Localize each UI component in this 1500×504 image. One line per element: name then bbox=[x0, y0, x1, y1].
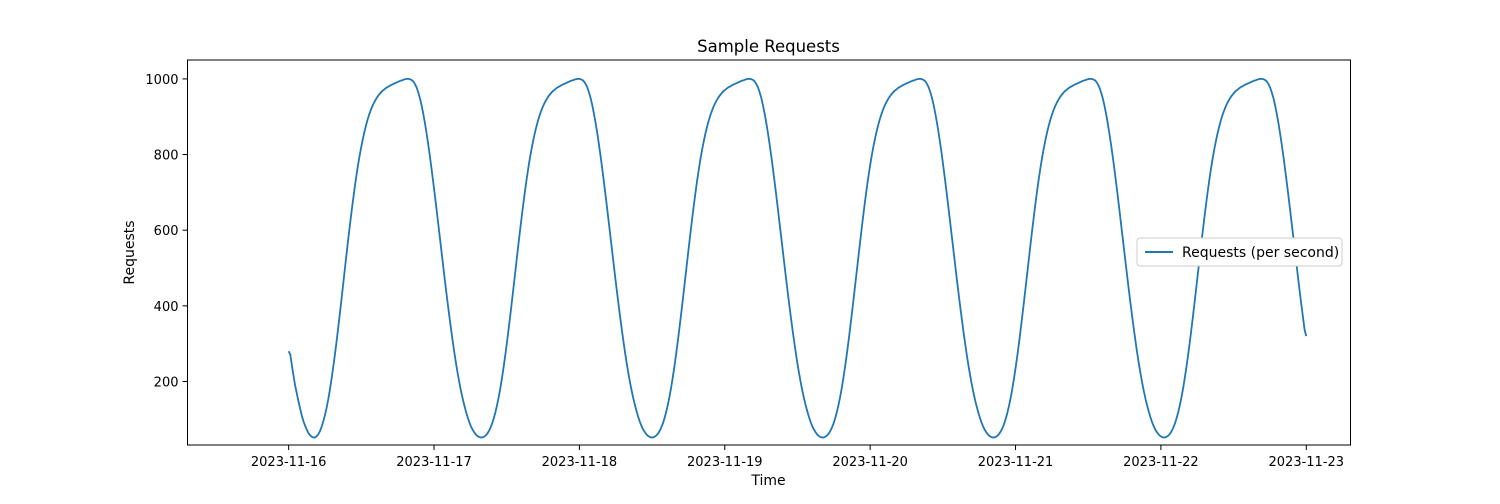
y-axis: 200 400 600 800 1000 bbox=[145, 73, 188, 390]
x-axis: 2023-11-16 2023-11-17 2023-11-18 2023-11-19… bbox=[251, 445, 1344, 470]
y-tick-label: 600 bbox=[154, 224, 179, 239]
chart-title: Sample Requests bbox=[697, 37, 840, 56]
x-tick-label: 2023-11-17 bbox=[396, 455, 472, 470]
x-tick-label: 2023-11-16 bbox=[251, 455, 327, 470]
series-line-requests bbox=[287, 78, 1308, 439]
y-axis-label: Requests bbox=[122, 220, 138, 284]
y-tick-label: 1000 bbox=[145, 73, 178, 88]
x-tick-label: 2023-11-20 bbox=[832, 455, 908, 470]
y-tick-label: 200 bbox=[154, 375, 179, 390]
x-tick-label: 2023-11-21 bbox=[978, 455, 1054, 470]
legend: Requests (per second) bbox=[1136, 237, 1343, 267]
legend-box bbox=[1136, 237, 1343, 267]
x-tick-label: 2023-11-23 bbox=[1269, 455, 1345, 470]
y-tick-label: 800 bbox=[154, 149, 179, 164]
x-axis-label: Time bbox=[750, 473, 785, 489]
series-layer bbox=[287, 78, 1308, 439]
x-tick-label: 2023-11-19 bbox=[687, 455, 763, 470]
x-tick-label: 2023-11-22 bbox=[1123, 455, 1199, 470]
y-tick-label: 400 bbox=[154, 300, 179, 315]
legend-label-requests: Requests (per second) bbox=[1182, 245, 1339, 261]
x-tick-label: 2023-11-18 bbox=[542, 455, 618, 470]
